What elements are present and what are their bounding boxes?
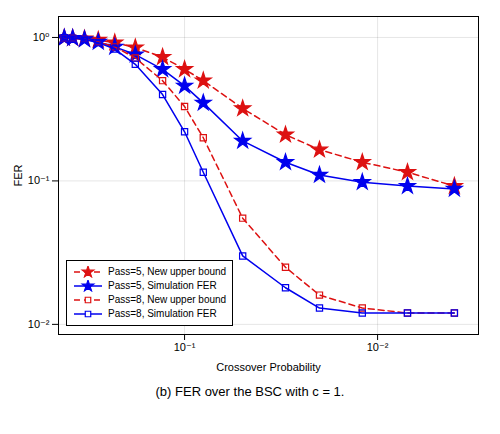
svg-text:10⁰: 10⁰ xyxy=(33,31,50,43)
html-text:Pass=5, New upper bound: Pass=5, New upper bound xyxy=(108,266,227,277)
html-text:(b) FER over the BSC with c =: (b) FER over the BSC with c = 1. xyxy=(155,384,345,399)
html-text:Pass=8, New upper bound: Pass=8, New upper bound xyxy=(108,294,227,305)
html-text:Pass=8, Simulation FER: Pass=8, Simulation FER xyxy=(108,308,217,319)
svg-text:FER: FER xyxy=(12,164,24,186)
svg-text:10⁻¹: 10⁻¹ xyxy=(28,174,50,186)
svg-text:10⁻²: 10⁻² xyxy=(28,318,50,330)
svg-text:10⁻²: 10⁻² xyxy=(367,341,389,353)
svg-text:10⁻¹: 10⁻¹ xyxy=(174,341,196,353)
html-text:Pass=5, Simulation FER: Pass=5, Simulation FER xyxy=(108,280,217,291)
svg-text:Crossover Probability: Crossover Probability xyxy=(216,361,321,373)
